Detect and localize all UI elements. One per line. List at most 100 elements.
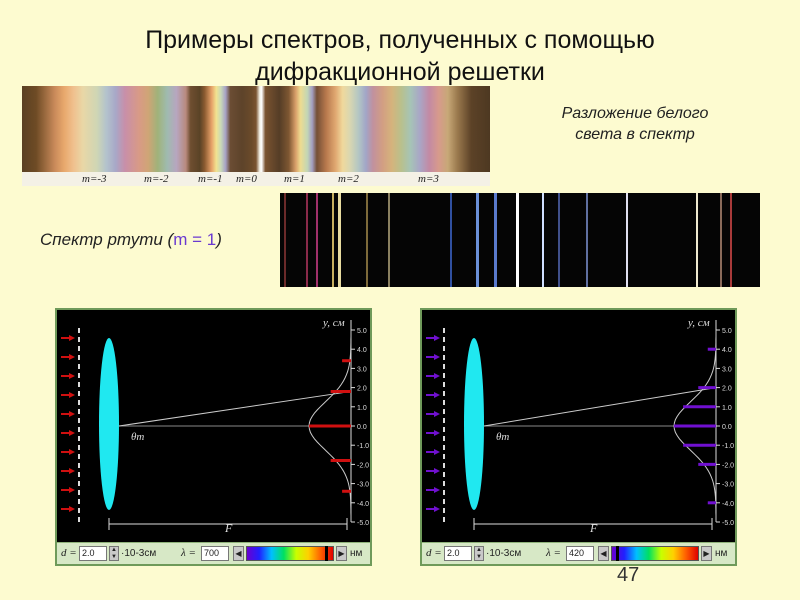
white-caption-line2: света в спектр: [575, 126, 695, 143]
lambda-left-arrow[interactable]: ◀: [598, 546, 609, 561]
incident-ray-arrowhead: [69, 411, 75, 417]
order-labels: m=-3 m=-2 m=-1 m=0 m=1 m=2 m=3: [22, 172, 490, 186]
spectral-line: [338, 193, 341, 287]
order-label: m=-1: [198, 173, 223, 185]
lambda-right-arrow[interactable]: ▶: [701, 546, 712, 561]
spectral-line: [730, 193, 732, 287]
y-tick-label: 0.0: [722, 424, 732, 431]
y-axis-label: y, см: [687, 317, 710, 329]
y-tick-label: 5.0: [722, 328, 732, 335]
spectral-line: [542, 193, 544, 287]
y-tick-label: 3.0: [722, 366, 732, 373]
control-bar-red: d = 2.0 ▲ ▼ ·10-3см λ = 700 ◀ ▶ нм: [57, 542, 370, 564]
wavelength-slider-thumb[interactable]: [616, 546, 619, 561]
white-spectrum-caption: Разложение белого света в спектр: [540, 103, 730, 145]
y-tick-label: 5.0: [357, 328, 367, 335]
slide-title-line2: дифракционной решетки: [255, 58, 545, 86]
incident-ray-arrowhead: [69, 487, 75, 493]
spectral-line: [476, 193, 479, 287]
incident-ray-arrowhead: [434, 411, 440, 417]
spectral-line: [558, 193, 560, 287]
control-bar-violet: d = 2.0 ▲ ▼ ·10-3см λ = 420 ◀ ▶ нм: [422, 542, 735, 564]
spectral-line: [284, 193, 286, 287]
order-label: m=-2: [144, 173, 169, 185]
slide-title: Примеры спектров, полученных с помощью д…: [0, 24, 800, 88]
spectral-line: [332, 193, 334, 287]
y-tick-label: 2.0: [357, 386, 367, 393]
y-tick-label: 2.0: [722, 386, 732, 393]
y-tick-label: 4.0: [357, 347, 367, 354]
incident-ray-arrowhead: [434, 354, 440, 360]
y-tick-label: 0.0: [357, 424, 367, 431]
mercury-caption-order: m = 1: [173, 230, 217, 249]
simulation-canvas-violet: θm Fy, см 5.0 4.0 3.0 2.0 1.0 0.0 -1.0 -2.0 -3.0 -4…: [426, 317, 734, 535]
y-tick-label: -3.0: [357, 482, 369, 489]
y-axis-label: y, см: [322, 317, 345, 329]
slide-title-line1: Примеры спектров, полученных с помощью: [145, 26, 655, 54]
lambda-left-arrow[interactable]: ◀: [233, 546, 244, 561]
y-tick-label: -5.0: [722, 520, 734, 527]
wavelength-slider[interactable]: [246, 546, 334, 561]
d-input[interactable]: 2.0: [444, 546, 472, 561]
y-tick-label: -4.0: [722, 501, 734, 508]
mercury-spectrum-image: [280, 193, 760, 287]
incident-ray-arrowhead: [69, 354, 75, 360]
lambda-input[interactable]: 420: [566, 546, 594, 561]
incident-ray-arrowhead: [69, 392, 75, 398]
mercury-spectrum-caption: Спектр ртути (m = 1): [40, 230, 222, 250]
incident-ray-arrowhead: [69, 506, 75, 512]
white-light-spectrum-image: m=-3 m=-2 m=-1 m=0 m=1 m=2 m=3: [22, 86, 490, 186]
incident-ray-arrowhead: [434, 506, 440, 512]
y-tick-label: 1.0: [722, 405, 732, 412]
y-tick-label: 4.0: [722, 347, 732, 354]
order-label: m=0: [236, 173, 257, 185]
spectral-line: [450, 193, 452, 287]
d-spinner[interactable]: ▲ ▼: [474, 546, 484, 561]
y-tick-label: -1.0: [357, 443, 369, 450]
y-tick-label: -5.0: [357, 520, 369, 527]
spectral-line: [388, 193, 390, 287]
simulation-canvas-red: θm Fy, см 5.0 4.0 3.0 2.0 1.0 0.0 -1.0 -2.0 -3.0 -4…: [61, 317, 369, 535]
y-tick-label: 3.0: [357, 366, 367, 373]
y-tick-label: 1.0: [357, 405, 367, 412]
incident-ray-arrowhead: [69, 335, 75, 341]
wavelength-slider-thumb[interactable]: [325, 546, 328, 561]
lambda-label: λ =: [181, 547, 196, 559]
incident-ray-arrowhead: [434, 335, 440, 341]
incident-ray-arrowhead: [434, 487, 440, 493]
focal-length-label: F: [589, 521, 598, 535]
incident-ray-arrowhead: [434, 373, 440, 379]
d-spinner[interactable]: ▲ ▼: [109, 546, 119, 561]
mercury-caption-prefix: Спектр ртути (: [40, 230, 174, 249]
wavelength-slider[interactable]: [611, 546, 699, 561]
lambda-input[interactable]: 700: [201, 546, 229, 561]
incident-ray-arrowhead: [434, 468, 440, 474]
diffracted-ray: [118, 390, 352, 427]
incident-ray-arrowhead: [434, 392, 440, 398]
spectral-line: [516, 193, 519, 287]
d-input[interactable]: 2.0: [79, 546, 107, 561]
order-label: m=1: [284, 173, 305, 185]
incident-ray-arrowhead: [69, 373, 75, 379]
spectral-line: [366, 193, 368, 287]
mercury-caption-suffix: ): [216, 230, 222, 249]
spectral-line: [720, 193, 722, 287]
y-tick-label: -3.0: [722, 482, 734, 489]
incident-ray-arrowhead: [434, 430, 440, 436]
lens: [464, 338, 484, 510]
incident-ray-arrowhead: [69, 449, 75, 455]
lambda-right-arrow[interactable]: ▶: [336, 546, 347, 561]
order-label: m=-3: [82, 173, 107, 185]
theta-label: θm: [496, 431, 509, 443]
d-unit: ·10-3см: [121, 548, 157, 559]
incident-ray-arrowhead: [434, 449, 440, 455]
d-unit: ·10-3см: [486, 548, 522, 559]
lambda-unit: нм: [715, 548, 728, 559]
spectral-line: [696, 193, 698, 287]
incident-ray-arrowhead: [69, 468, 75, 474]
spectral-line: [494, 193, 497, 287]
d-label: d =: [426, 547, 442, 559]
spectral-line: [586, 193, 588, 287]
